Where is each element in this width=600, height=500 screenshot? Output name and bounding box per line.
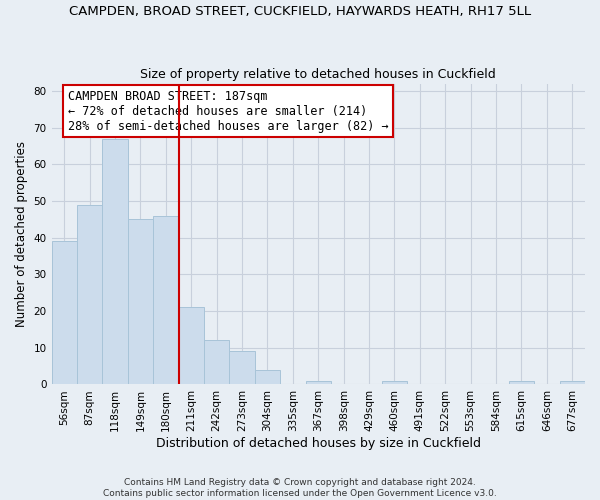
Bar [305,381,331,384]
Y-axis label: Number of detached properties: Number of detached properties [15,141,28,327]
Text: CAMPDEN, BROAD STREET, CUCKFIELD, HAYWARDS HEATH, RH17 5LL: CAMPDEN, BROAD STREET, CUCKFIELD, HAYWAR… [69,5,531,18]
Title: Size of property relative to detached houses in Cuckfield: Size of property relative to detached ho… [140,68,496,81]
Bar [179,308,204,384]
Bar [103,138,128,384]
Bar [52,242,77,384]
Bar [382,381,407,384]
X-axis label: Distribution of detached houses by size in Cuckfield: Distribution of detached houses by size … [156,437,481,450]
Bar [128,220,153,384]
Bar [560,381,585,384]
Text: Contains HM Land Registry data © Crown copyright and database right 2024.
Contai: Contains HM Land Registry data © Crown c… [103,478,497,498]
Bar [153,216,179,384]
Bar [229,352,255,384]
Bar [509,381,534,384]
Text: CAMPDEN BROAD STREET: 187sqm
← 72% of detached houses are smaller (214)
28% of s: CAMPDEN BROAD STREET: 187sqm ← 72% of de… [68,90,388,132]
Bar [255,370,280,384]
Bar [77,204,103,384]
Bar [204,340,229,384]
